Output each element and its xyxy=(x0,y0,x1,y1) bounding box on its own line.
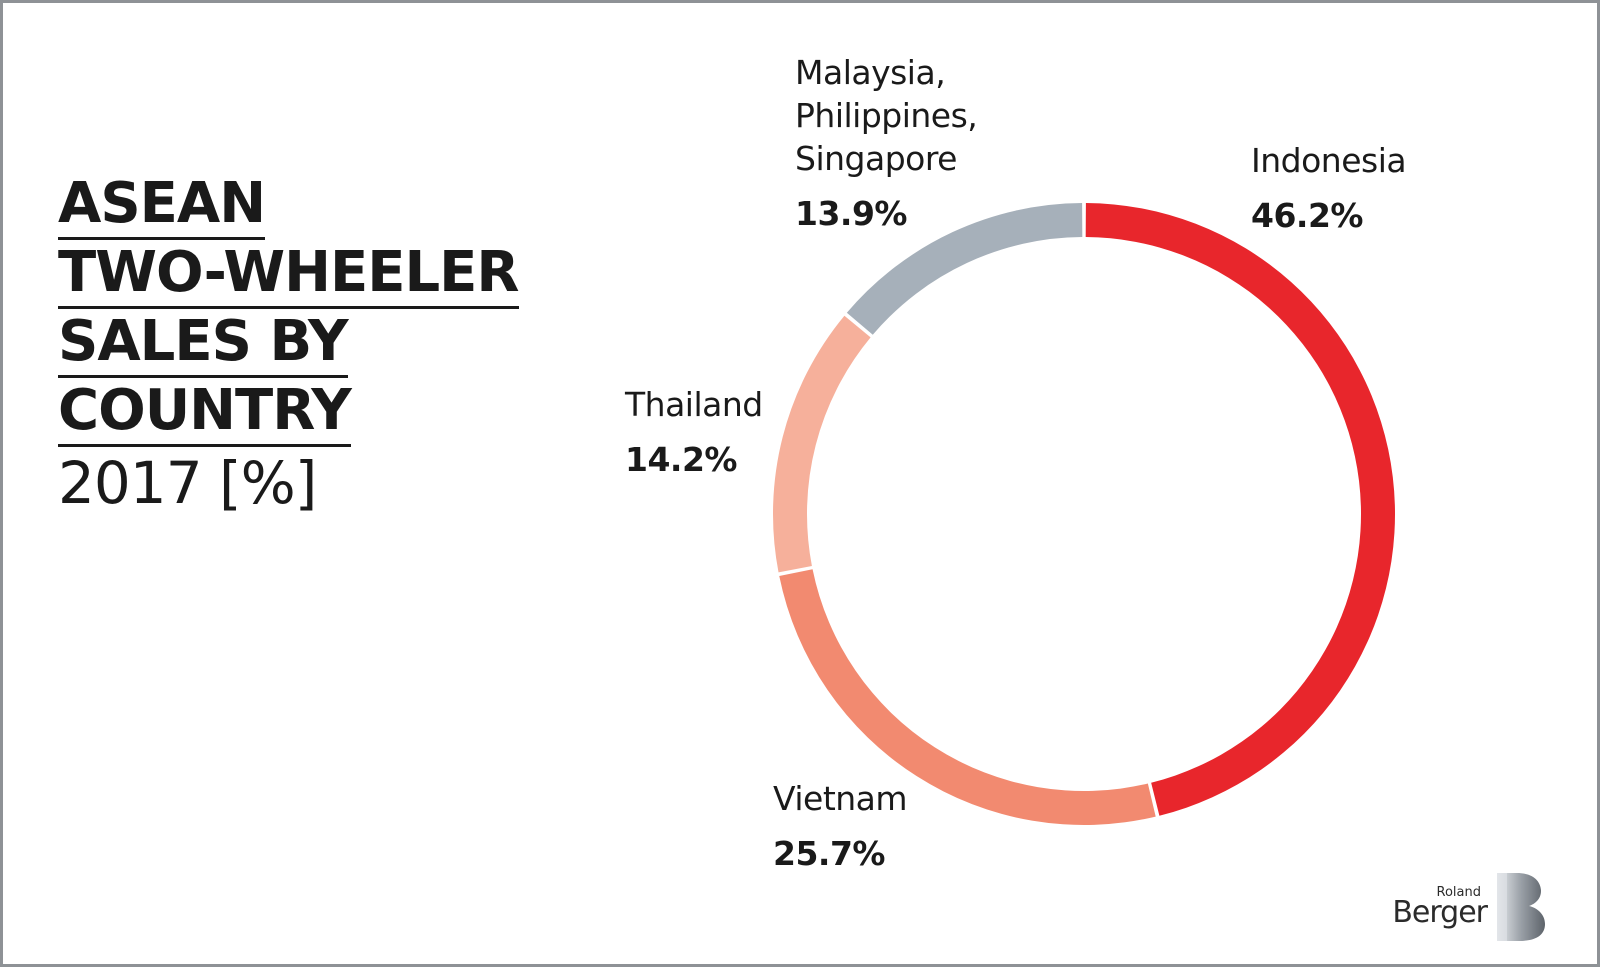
title-line-3: SALES BY xyxy=(58,309,349,379)
slice-name-thailand: Thailand xyxy=(625,385,763,424)
label-malaysia-philippines-singapore: Malaysia, Philippines, Singapore 13.9% xyxy=(795,51,978,235)
title-line-2: TWO-WHEELER xyxy=(58,240,520,310)
slice-name-line-3: Singapore xyxy=(795,139,957,178)
donut-slice-vietnam xyxy=(779,569,1156,825)
slice-name-line-1: Malaysia, xyxy=(795,53,946,92)
donut-chart xyxy=(773,203,1395,825)
slice-name-line-2: Philippines, xyxy=(795,96,978,135)
slice-value-indonesia: 46.2% xyxy=(1251,196,1364,235)
slice-name-vietnam: Vietnam xyxy=(773,779,908,818)
logo-text-bottom: Berger xyxy=(1392,895,1488,930)
logo-b-icon xyxy=(1497,873,1545,941)
label-indonesia: Indonesia 46.2% xyxy=(1251,139,1407,237)
roland-berger-logo: Roland Berger xyxy=(1392,871,1549,943)
title-line-4: COUNTRY xyxy=(58,378,352,448)
slice-value-vietnam: 25.7% xyxy=(773,834,886,873)
slice-value-thailand: 14.2% xyxy=(625,440,737,479)
logo-text-top: Roland xyxy=(1436,885,1481,900)
donut-slice-indonesia xyxy=(1085,203,1395,816)
label-vietnam: Vietnam 25.7% xyxy=(773,777,908,875)
chart-title: ASEAN TWO-WHEELER SALES BY COUNTRY 2017 … xyxy=(58,171,520,520)
slice-value-malaysia-philippines-singapore: 13.9% xyxy=(795,194,908,233)
donut-slice-malaysia-philippines-singapore xyxy=(846,203,1083,335)
title-line-1: ASEAN xyxy=(58,171,266,241)
donut-slice-thailand xyxy=(773,315,871,573)
chart-subtitle: 2017 [%] xyxy=(58,449,317,518)
label-thailand: Thailand 14.2% xyxy=(625,383,763,481)
slice-name-indonesia: Indonesia xyxy=(1251,141,1407,180)
